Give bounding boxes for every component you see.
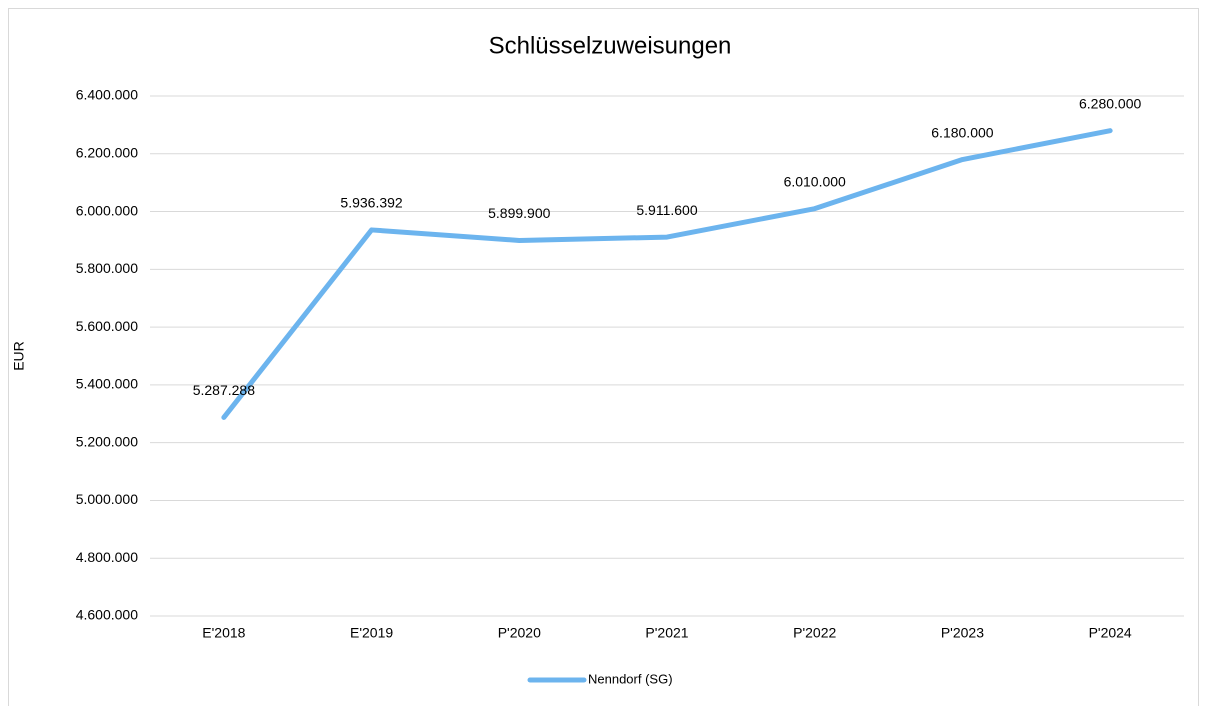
y-tick-label: 4.600.000 (76, 607, 138, 623)
chart-title: Schlüsselzuweisungen (489, 32, 732, 59)
y-tick-label: 6.200.000 (76, 144, 138, 160)
y-tick-label: 4.800.000 (76, 549, 138, 565)
y-tick-label: 5.600.000 (76, 318, 138, 334)
y-tick-label: 6.400.000 (76, 87, 138, 103)
data-label: 5.936.392 (340, 195, 402, 211)
data-label: 6.010.000 (784, 173, 846, 189)
x-tick-label: P'2020 (498, 625, 541, 641)
data-label: 5.287.288 (193, 382, 255, 398)
data-line (221, 128, 1113, 420)
y-tick-label: 5.000.000 (76, 491, 138, 507)
y-axis-label: EUR (11, 341, 27, 371)
x-tick-label: P'2022 (793, 625, 836, 641)
data-label: 6.180.000 (931, 124, 993, 140)
data-label: 5.911.600 (636, 202, 697, 218)
data-label: 6.280.000 (1079, 95, 1141, 111)
legend-label: Nenndorf (SG) (588, 671, 673, 686)
y-tick-label: 5.800.000 (76, 260, 138, 276)
x-tick-label: P'2024 (1089, 625, 1132, 641)
y-tick-label: 5.400.000 (76, 376, 138, 392)
x-tick-label: E'2018 (202, 625, 245, 641)
chart-border (8, 8, 1199, 706)
y-tick-label: 6.000.000 (76, 202, 138, 218)
x-tick-label: P'2021 (645, 625, 688, 641)
x-tick-label: P'2023 (941, 625, 984, 641)
x-tick-label: E'2019 (350, 625, 393, 641)
data-label: 5.899.900 (488, 205, 550, 221)
y-tick-label: 5.200.000 (76, 433, 138, 449)
